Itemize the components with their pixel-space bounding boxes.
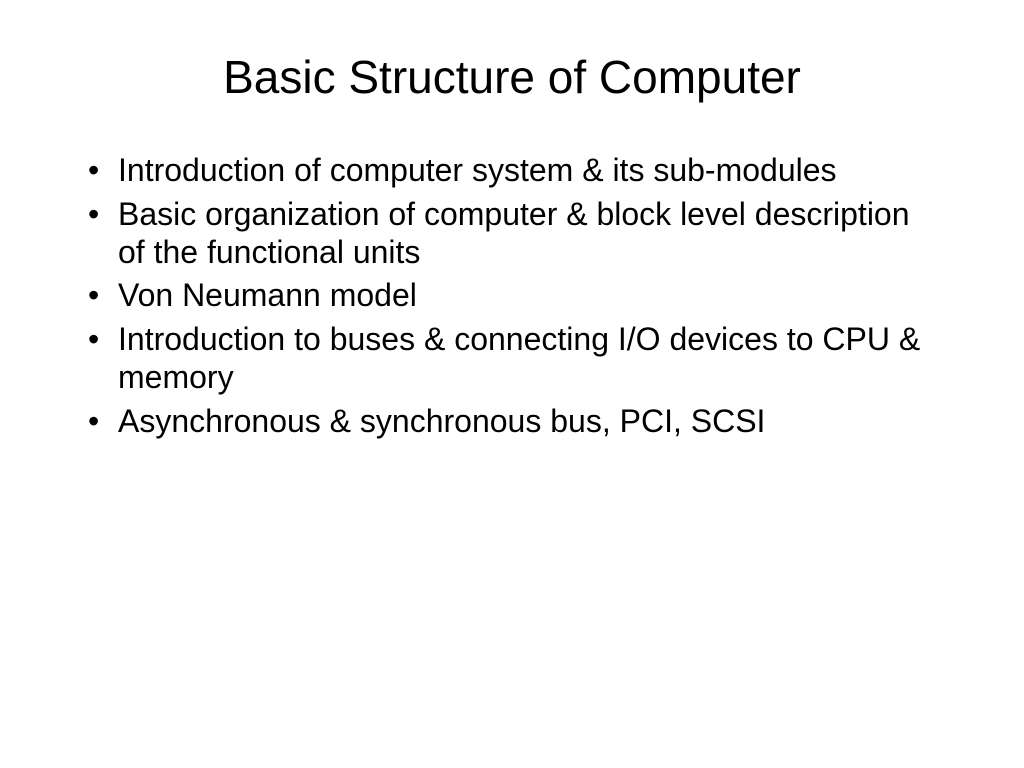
list-item: Introduction of computer system & its su… [80, 152, 944, 190]
list-item: Introduction to buses & connecting I/O d… [80, 321, 944, 397]
bullet-list: Introduction of computer system & its su… [80, 152, 944, 440]
list-item: Asynchronous & synchronous bus, PCI, SCS… [80, 403, 944, 441]
slide: Basic Structure of Computer Introduction… [0, 0, 1024, 768]
list-item: Basic organization of computer & block l… [80, 196, 944, 272]
list-item: Von Neumann model [80, 277, 944, 315]
slide-title: Basic Structure of Computer [80, 50, 944, 104]
